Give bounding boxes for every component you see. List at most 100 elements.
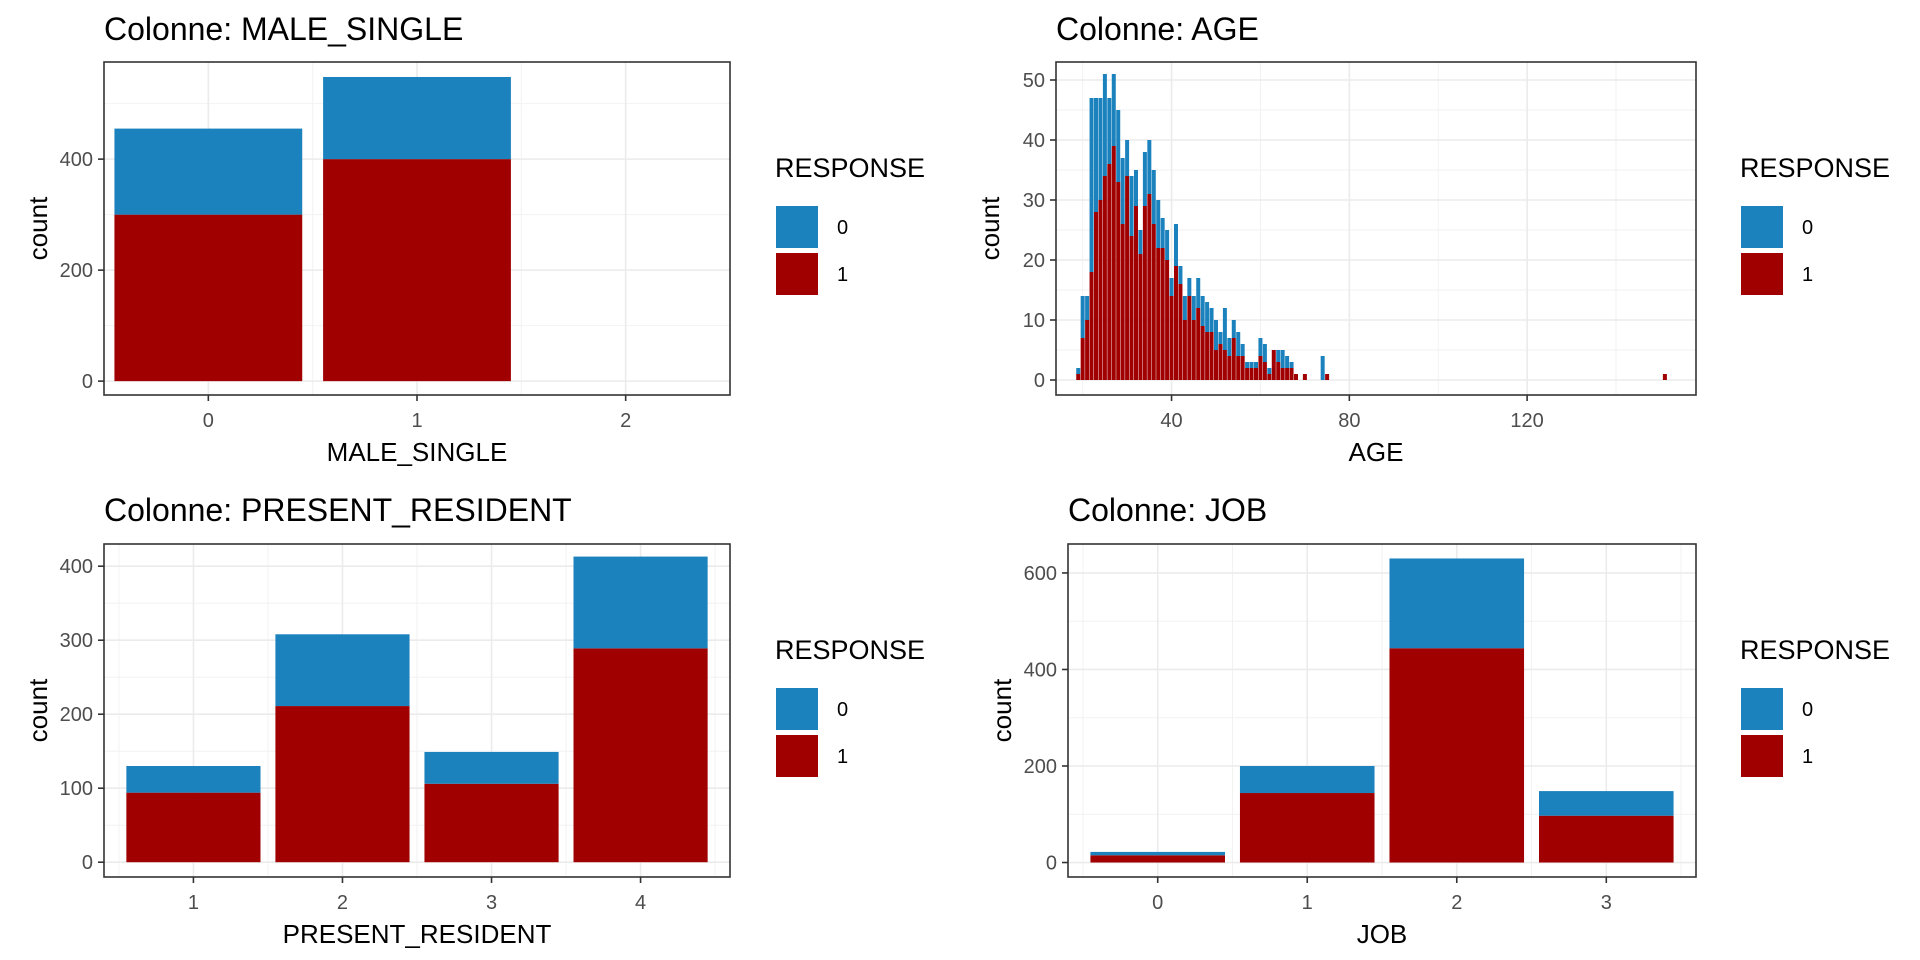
bar-response-1	[1102, 176, 1107, 380]
bar-response-1	[1200, 326, 1205, 380]
bar-response-0	[1147, 140, 1152, 194]
bar-response-0	[1142, 152, 1147, 206]
bar-response-1	[1227, 356, 1232, 380]
bar-response-1	[1240, 356, 1245, 380]
chart-title: Colonne: AGE	[1056, 11, 1259, 47]
legend-label-1: 1	[837, 264, 848, 286]
bar-response-0	[1280, 350, 1285, 368]
legend-title: RESPONSE	[775, 153, 925, 183]
chart-title: Colonne: JOB	[1068, 492, 1267, 528]
bar-response-1	[1209, 332, 1214, 380]
bar-response-0	[1239, 766, 1375, 794]
bar-response-0	[1209, 308, 1214, 332]
bar-response-0	[1178, 266, 1183, 284]
bar-response-0	[1200, 296, 1205, 326]
chart-title: Colonne: MALE_SINGLE	[104, 11, 463, 47]
y-tick-label: 200	[1024, 756, 1057, 778]
bar-response-0	[1102, 74, 1107, 176]
bar-response-0	[1289, 362, 1294, 368]
y-tick-label: 10	[1023, 310, 1045, 332]
y-tick-label: 0	[82, 371, 93, 393]
y-axis: 0 10 20 30 40 50	[1023, 70, 1056, 392]
x-axis-title: MALE_SINGLE	[327, 437, 508, 467]
chart-panel-3: Colonne: PRESENT_RESIDENT 0 100 200 300 400 1 2…	[23, 492, 925, 949]
bar-response-1	[1196, 308, 1201, 380]
bar-response-1	[114, 214, 303, 382]
bar-response-1	[1076, 374, 1081, 380]
bar-response-0	[1205, 302, 1210, 332]
bar-response-0	[1156, 200, 1161, 248]
bar-response-0	[1187, 278, 1192, 296]
x-axis-title: PRESENT_RESIDENT	[283, 919, 552, 949]
legend-title: RESPONSE	[1740, 635, 1890, 665]
x-tick-label: 1	[411, 410, 422, 432]
x-tick-label: 40	[1160, 410, 1182, 432]
bar-response-1	[1142, 206, 1147, 380]
x-tick-label: 80	[1338, 410, 1360, 432]
bar-response-1	[1090, 855, 1225, 863]
x-axis: 40 80 120	[1160, 395, 1544, 432]
bar-response-1	[1231, 338, 1236, 380]
x-tick-label: 2	[620, 410, 631, 432]
panel-border	[103, 543, 731, 878]
bar-response-0	[1098, 98, 1103, 200]
bars	[1076, 74, 1667, 380]
bar-response-1	[1236, 356, 1241, 380]
bar-response-0	[1116, 110, 1121, 182]
x-tick-label: 0	[1152, 892, 1163, 914]
bar-response-0	[1107, 98, 1112, 164]
bar-response-1	[275, 706, 410, 863]
x-tick-label: 3	[486, 892, 497, 914]
bar-response-1	[1271, 350, 1276, 380]
bar-response-0	[1227, 338, 1232, 356]
legend: RESPONSE 0 1	[1740, 635, 1890, 777]
legend-key-1	[1741, 735, 1783, 777]
bar-response-1	[1214, 350, 1218, 380]
x-tick-label: 0	[203, 410, 214, 432]
bar-response-1	[1160, 248, 1165, 380]
bar-response-0	[1285, 356, 1290, 368]
y-tick-label: 300	[60, 630, 93, 652]
y-axis: 0 200 400 600	[1024, 563, 1068, 875]
bar-response-1	[1289, 368, 1294, 380]
bar-response-0	[1214, 320, 1218, 350]
y-tick-label: 30	[1023, 190, 1045, 212]
bar-response-1	[1285, 368, 1290, 380]
bar-response-1	[1218, 344, 1223, 380]
bar-response-0	[1085, 296, 1090, 320]
x-tick-label: 1	[1302, 892, 1313, 914]
bar-response-0	[1080, 296, 1085, 338]
bar-response-1	[1080, 338, 1085, 380]
bar-response-0	[1539, 791, 1674, 816]
bar-response-0	[1134, 170, 1138, 206]
bar-response-0	[1089, 98, 1094, 272]
bar-response-0	[424, 751, 559, 784]
bar-response-1	[1191, 320, 1196, 380]
bar-response-0	[1174, 224, 1178, 266]
bar-response-0	[1160, 218, 1165, 248]
legend-label-0: 0	[1802, 217, 1813, 239]
bar-response-1	[1138, 254, 1143, 380]
bar-response-1	[1245, 368, 1250, 380]
bar-response-0	[114, 128, 303, 215]
bar-response-0	[1076, 368, 1081, 374]
bar-response-0	[1129, 176, 1134, 236]
bar-response-1	[1116, 182, 1121, 380]
y-tick-label: 0	[1046, 853, 1057, 875]
y-tick-label: 0	[1034, 370, 1045, 392]
legend-key-0	[1741, 688, 1783, 730]
bar-response-0	[1249, 362, 1254, 368]
bar-response-1	[1239, 793, 1375, 863]
x-axis-title: AGE	[1349, 437, 1404, 467]
x-tick-label: 3	[1601, 892, 1612, 914]
bar-response-1	[1302, 374, 1307, 380]
panel-border	[1055, 61, 1697, 396]
legend-label-1: 1	[1802, 746, 1813, 768]
bars	[1090, 558, 1674, 863]
y-tick-label: 400	[1024, 659, 1057, 681]
bar-response-1	[1165, 260, 1170, 380]
legend-title: RESPONSE	[775, 635, 925, 665]
legend-title: RESPONSE	[1740, 153, 1890, 183]
bar-response-0	[1165, 230, 1170, 260]
bar-response-1	[1085, 320, 1090, 380]
